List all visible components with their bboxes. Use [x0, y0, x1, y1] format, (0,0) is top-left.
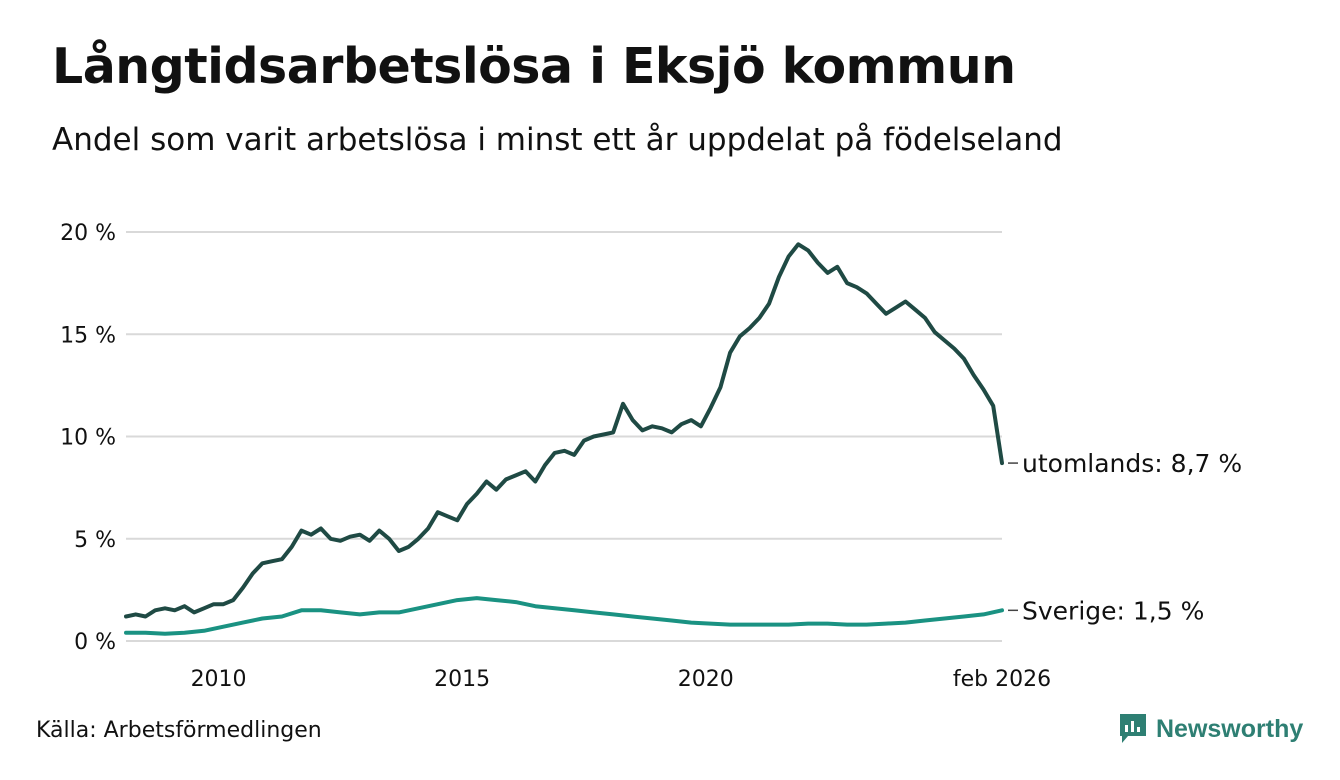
- series-lines: [124, 242, 1004, 636]
- source-note: Källa: Arbetsförmedlingen: [36, 718, 322, 743]
- x-axis-ticks: 2010 2015 2020 feb 2026: [191, 667, 1052, 692]
- series-end-label: utomlands: 8,7 %: [1022, 449, 1242, 478]
- y-tick-label: 10 %: [60, 426, 116, 451]
- brand-name: Newsworthy: [1156, 714, 1304, 743]
- y-tick-label: 0 %: [74, 630, 116, 655]
- newsworthy-icon: [1120, 714, 1146, 743]
- y-axis-ticks: 0 % 5 % 10 % 15 % 20 %: [60, 221, 116, 655]
- brand-logo[interactable]: Newsworthy: [1118, 712, 1303, 746]
- x-tick-label: 2010: [191, 667, 247, 692]
- x-tick-label: feb 2026: [953, 667, 1051, 692]
- x-tick-label: 2015: [434, 667, 490, 692]
- chart-subtitle: Andel som varit arbetslösa i minst ett å…: [52, 122, 1063, 158]
- series-line-utomlands: [124, 242, 1004, 619]
- y-tick-label: 5 %: [74, 528, 116, 553]
- y-tick-label: 15 %: [60, 323, 116, 348]
- grid-lines: [126, 231, 1002, 642]
- x-tick-label: 2020: [678, 667, 734, 692]
- series-end-labels: utomlands: 8,7 % Sverige: 1,5 %: [1008, 449, 1242, 625]
- series-line-sverige: [124, 596, 1004, 636]
- y-tick-label: 20 %: [60, 221, 116, 246]
- series-end-label: Sverige: 1,5 %: [1022, 596, 1204, 625]
- chart-title: Långtidsarbetslösa i Eksjö kommun: [52, 38, 1016, 95]
